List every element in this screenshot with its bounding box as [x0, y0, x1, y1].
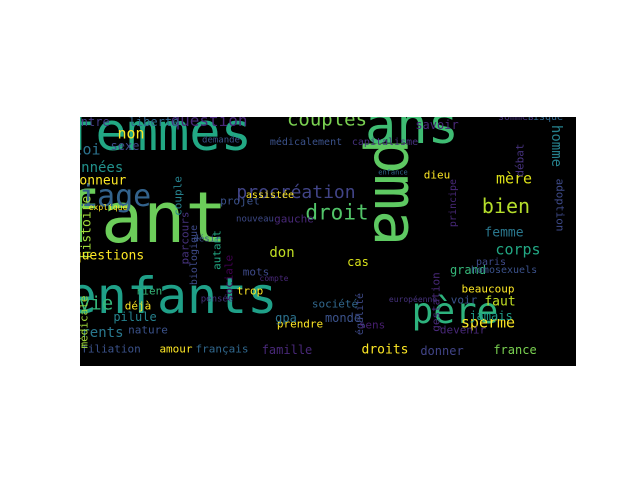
word-filiation: filiation [81, 342, 141, 356]
word-prendre: prendre [276, 317, 324, 331]
word-savoir: savoir [415, 118, 459, 132]
word-question: question [170, 117, 248, 130]
word-liberté: liberté [128, 117, 180, 129]
word-faut: faut [484, 294, 516, 310]
word-corps: corps [495, 240, 541, 259]
word-risque: risque [526, 117, 564, 123]
word-don: don [269, 245, 295, 261]
word-débat: débat [513, 143, 527, 177]
word-sexe: sexe [110, 139, 140, 153]
word-amour: amour [159, 342, 193, 356]
word-principe: principe [448, 178, 459, 228]
word-famille: famille [261, 343, 313, 357]
word-gpa: gpa [275, 311, 297, 325]
word-mots: mots [242, 265, 270, 279]
word-adoption: adoption [553, 178, 567, 232]
word-sommes: sommes [497, 117, 535, 123]
word-père: père [411, 291, 499, 332]
word-couples: couples [286, 117, 368, 131]
word-rien: rien [135, 284, 163, 298]
word-vie: vie [80, 292, 114, 315]
word-compte: compte [259, 274, 289, 283]
word-donneur: donneur [80, 173, 127, 189]
word-médicale: médicale [80, 295, 91, 349]
word-questions: questions [80, 248, 145, 264]
word-femme: femme [484, 225, 524, 241]
word-droits: droits [361, 342, 409, 358]
word-demande: demande [202, 135, 240, 146]
word-homme: homme [548, 124, 564, 168]
word-désir: désir [193, 234, 221, 245]
word-paris: paris [475, 257, 507, 268]
word-explique: explique [88, 203, 128, 212]
word-pensée: pensée [200, 294, 234, 305]
word-français: français [195, 342, 249, 356]
word-devenir: devenir [439, 323, 487, 337]
word-france: france [493, 343, 537, 357]
word-jamais: jamais [469, 309, 513, 323]
word-nouveau: nouveau [236, 214, 274, 225]
word-femmes: femmes [80, 117, 252, 163]
word-capitalisme: capitalisme [351, 137, 419, 148]
word-assistée: assistée [245, 190, 295, 201]
word-contre: contre [80, 117, 110, 129]
word-cas: cas [347, 255, 369, 269]
word-non: non [117, 124, 145, 143]
word-nature: nature [128, 323, 168, 337]
word-années: années [80, 160, 124, 176]
word-trop: trop [236, 284, 264, 298]
word-monde: monde [324, 311, 362, 325]
word-société: société [311, 297, 359, 311]
word-ans: ans [365, 117, 459, 156]
word-voir: voir [450, 293, 478, 307]
word-enfance: enfance [378, 168, 408, 177]
word-pma: pma [360, 137, 430, 247]
word-beaucoup: beaucoup [461, 282, 515, 296]
word-enfants: enfants [80, 267, 278, 325]
word-sens: sens [358, 318, 386, 332]
word-parents: parents [80, 325, 124, 341]
word-homosexuels: homosexuels [470, 265, 538, 276]
word-sperme: sperme [460, 313, 516, 332]
word-bien: bien [481, 194, 531, 218]
word-médicalement: médicalement [269, 137, 343, 148]
word-européenne: européenne [388, 295, 438, 304]
word-mariage: mariage [80, 179, 152, 214]
word-dieu: dieu [423, 168, 451, 182]
word-pilule: pilule [113, 310, 157, 324]
word-gauche: gauche [274, 212, 314, 226]
word-déjà: déjà [124, 299, 152, 313]
word-loi: loi [80, 140, 101, 159]
word-enfant: enfant [80, 177, 228, 259]
word-donner: donner [420, 344, 464, 358]
word-projet: projet [220, 194, 260, 208]
word-couple: couple [171, 176, 185, 216]
word-mère: mère [495, 169, 533, 188]
word-procréation: procréation [236, 182, 356, 203]
word-droit: droit [305, 200, 369, 225]
word-grand: grand [449, 263, 487, 277]
